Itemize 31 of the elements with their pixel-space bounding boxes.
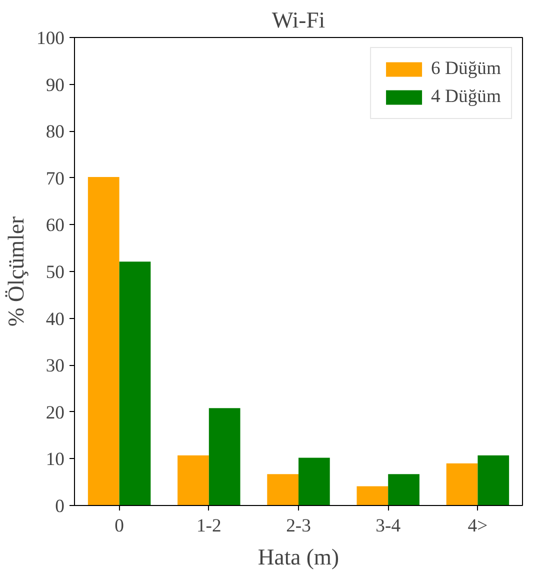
- y-tick-label: 60: [46, 215, 64, 236]
- y-tick-label: 50: [46, 262, 64, 283]
- y-tick-label: 80: [46, 122, 64, 143]
- y-tick-label: 90: [46, 74, 64, 96]
- bar: [119, 262, 151, 506]
- y-tick-label: 20: [46, 402, 64, 424]
- y-tick-label: 70: [46, 168, 64, 190]
- y-tick-label: 100: [36, 28, 64, 49]
- y-tick-label: 10: [46, 449, 64, 470]
- legend-label: 4 Düğüm: [431, 86, 501, 108]
- bar: [208, 408, 240, 506]
- bar: [388, 474, 420, 506]
- legend-label: 6 Düğüm: [431, 58, 501, 80]
- x-tick-label: 1-2: [196, 516, 222, 536]
- x-tick-label: 4>: [468, 516, 488, 536]
- bar: [446, 463, 478, 506]
- y-axis-title: % Ölçümler: [4, 216, 29, 327]
- bar: [298, 458, 330, 506]
- y-tick-label: 40: [46, 308, 64, 330]
- y-tick-label: 30: [46, 356, 64, 377]
- y-tick-label: 0: [55, 496, 64, 517]
- x-tick-label: 0: [114, 516, 124, 536]
- x-tick-label: 2-3: [286, 516, 311, 536]
- bar: [88, 176, 120, 506]
- bar: [478, 455, 510, 506]
- bar: [356, 486, 388, 506]
- bar: [267, 474, 298, 506]
- chart-title: Wi-Fi: [272, 8, 326, 32]
- x-tick-label: 3-4: [376, 516, 402, 536]
- bar: [178, 455, 209, 506]
- x-axis-title: Hata (m): [258, 544, 340, 570]
